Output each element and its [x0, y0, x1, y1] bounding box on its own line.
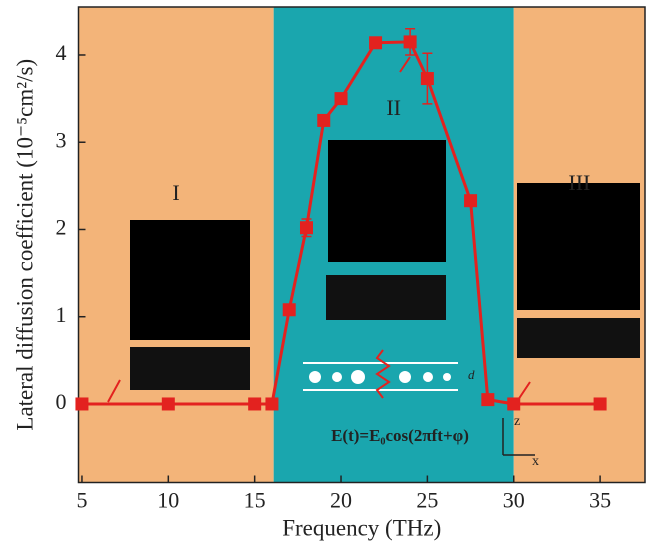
y-tick-label: 0: [56, 389, 67, 414]
y-axis-label: Lateral diffusion coefficient (10⁻⁵cm²/s…: [12, 59, 37, 431]
marker: [335, 92, 348, 105]
region-label: II: [386, 95, 401, 120]
marker: [464, 194, 477, 207]
marker: [421, 72, 434, 85]
marker: [300, 221, 313, 234]
region-label: III: [568, 170, 590, 195]
x-tick-label: 25: [416, 488, 438, 513]
y-tick-label: 2: [56, 215, 67, 240]
marker: [594, 397, 607, 410]
inset-image: [130, 220, 250, 340]
annotation: d: [468, 367, 475, 382]
marker: [162, 397, 175, 410]
inset-image: [326, 275, 446, 320]
x-axis-label: Frequency (THz): [282, 515, 441, 540]
x-tick-label: 15: [244, 488, 266, 513]
y-tick-label: 3: [56, 127, 67, 152]
x-tick-label: 20: [330, 488, 352, 513]
marker: [248, 397, 261, 410]
marker: [481, 393, 494, 406]
marker: [369, 36, 382, 49]
annotation: E(t)=E₀cos(2πft+φ): [331, 426, 469, 445]
marker: [404, 35, 417, 48]
inset-image: [328, 140, 446, 262]
x-tick-label: 30: [503, 488, 525, 513]
annotation: z: [514, 414, 520, 429]
marker: [283, 303, 296, 316]
marker: [317, 114, 330, 127]
marker: [265, 397, 278, 410]
marker: [507, 397, 520, 410]
y-tick-label: 1: [56, 302, 67, 327]
annotation: x: [532, 454, 539, 469]
chart: IIIIIIE(t)=E₀cos(2πft+φ)dzx5101520253035…: [0, 0, 657, 549]
y-tick-label: 4: [56, 40, 67, 65]
marker: [75, 397, 88, 410]
x-tick-label: 35: [589, 488, 611, 513]
x-tick-label: 5: [76, 488, 87, 513]
inset-image: [517, 183, 640, 310]
inset-image: [130, 347, 250, 390]
inset-image: [517, 318, 640, 358]
x-tick-label: 10: [157, 488, 179, 513]
region-label: I: [172, 180, 179, 205]
